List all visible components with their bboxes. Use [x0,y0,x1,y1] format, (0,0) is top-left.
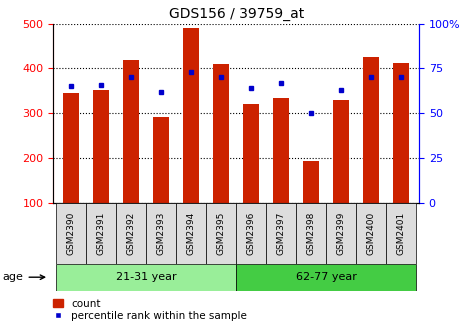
Bar [93,90,109,203]
Text: GSM2390: GSM2390 [67,212,76,255]
Text: age: age [3,272,44,282]
FancyBboxPatch shape [176,203,206,264]
Bar [333,100,349,203]
Bar [363,57,379,203]
Bar [123,60,139,203]
Bar [183,28,200,203]
Text: GSM2397: GSM2397 [276,212,286,255]
Text: GSM2394: GSM2394 [187,212,196,255]
FancyBboxPatch shape [146,203,176,264]
FancyBboxPatch shape [266,203,296,264]
FancyBboxPatch shape [296,203,326,264]
Bar [303,162,319,203]
FancyBboxPatch shape [86,203,116,264]
Bar [63,93,80,203]
Title: GDS156 / 39759_at: GDS156 / 39759_at [169,7,304,21]
Text: GSM2400: GSM2400 [367,212,375,255]
Text: GSM2393: GSM2393 [156,212,166,255]
Text: GSM2395: GSM2395 [217,212,225,255]
Text: 62-77 year: 62-77 year [296,272,357,282]
Text: GSM2401: GSM2401 [396,212,406,255]
Text: GSM2392: GSM2392 [127,212,136,255]
Bar [393,62,409,203]
FancyBboxPatch shape [206,203,236,264]
Text: 21-31 year: 21-31 year [116,272,176,282]
Legend: count, percentile rank within the sample: count, percentile rank within the sample [51,298,248,322]
FancyBboxPatch shape [386,203,416,264]
Text: GSM2398: GSM2398 [307,212,316,255]
FancyBboxPatch shape [116,203,146,264]
FancyBboxPatch shape [56,203,86,264]
Text: GSM2391: GSM2391 [97,212,106,255]
FancyBboxPatch shape [56,264,236,291]
FancyBboxPatch shape [356,203,386,264]
Bar [273,98,289,203]
Text: GSM2399: GSM2399 [337,212,345,255]
FancyBboxPatch shape [236,264,416,291]
FancyBboxPatch shape [236,203,266,264]
FancyBboxPatch shape [326,203,356,264]
Bar [153,117,169,203]
Bar [243,104,259,203]
Bar [213,64,229,203]
Text: GSM2396: GSM2396 [247,212,256,255]
